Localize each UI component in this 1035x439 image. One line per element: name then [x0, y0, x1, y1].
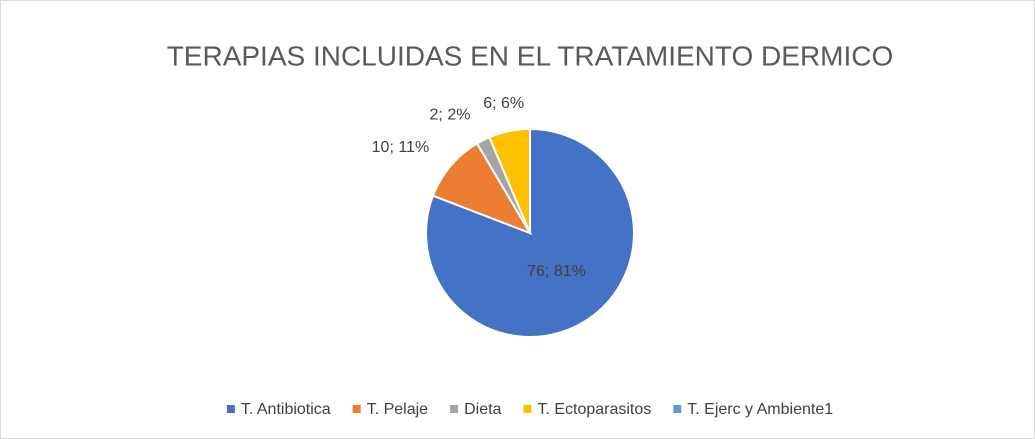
legend-label: T. Ectoparasitos [537, 401, 651, 418]
legend-swatch [352, 405, 361, 413]
data-label: 2; 2% [430, 106, 471, 123]
data-label: 76; 81% [527, 263, 586, 280]
pie-slice [488, 127, 531, 234]
data-label: 10; 11% [372, 139, 430, 156]
data-label: 6; 6% [483, 95, 524, 112]
legend-swatch [450, 405, 459, 413]
legend-label: T. Antibiotica [241, 401, 331, 418]
legend-swatch [226, 405, 235, 413]
pie-slice [431, 142, 533, 235]
chart-title: TERAPIAS INCLUIDAS EN EL TRATAMIENTO DER… [167, 40, 894, 71]
legend-label: Dieta [464, 401, 501, 418]
legend-label: T. Ejerc y Ambiente1 [687, 401, 833, 418]
legend-label: T. Pelaje [367, 401, 428, 418]
legend-swatch [673, 405, 682, 413]
legend-swatch [523, 405, 532, 413]
